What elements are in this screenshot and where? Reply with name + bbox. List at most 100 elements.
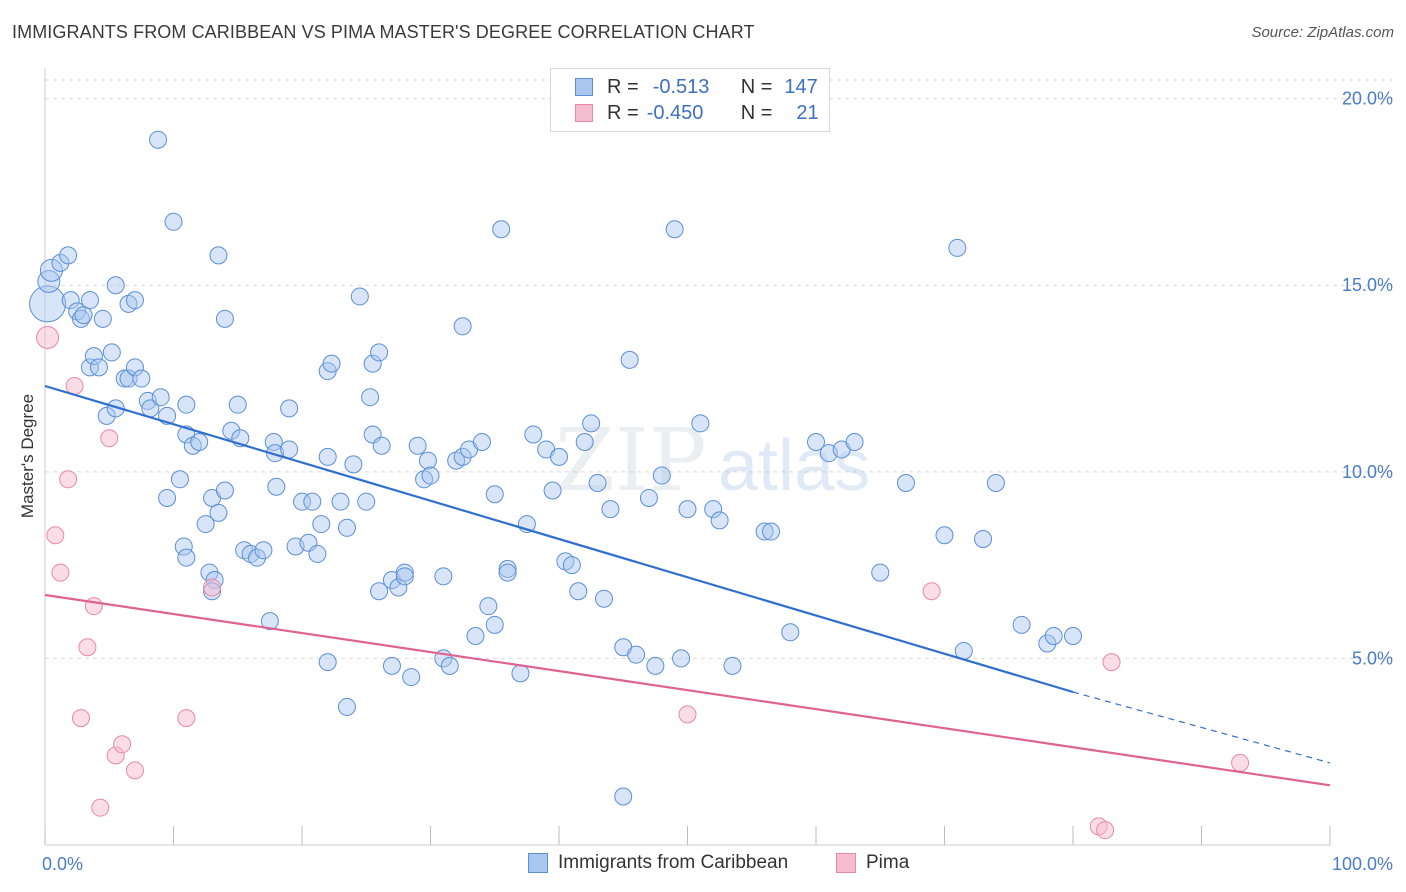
x-tick-labels: 0.0% 100.0%	[42, 854, 1393, 874]
point-caribbean	[267, 477, 286, 496]
point-caribbean	[361, 388, 380, 407]
point-caribbean	[845, 432, 864, 451]
point-caribbean	[102, 343, 121, 362]
point-caribbean	[209, 503, 228, 522]
point-caribbean	[106, 276, 125, 295]
watermark-zip: ZIP	[555, 411, 707, 511]
point-caribbean	[550, 447, 568, 466]
point-caribbean	[723, 656, 742, 675]
point-caribbean	[372, 436, 391, 455]
point-caribbean	[453, 447, 472, 466]
point-caribbean	[97, 406, 116, 425]
y-tick-label: 15.0%	[1342, 275, 1393, 295]
point-pima	[1231, 753, 1250, 772]
point-caribbean	[215, 481, 234, 500]
point-caribbean	[466, 627, 485, 646]
point-caribbean	[132, 369, 151, 388]
point-caribbean	[896, 474, 915, 493]
point-caribbean	[492, 220, 511, 239]
point-caribbean	[472, 432, 491, 451]
point-caribbean	[627, 645, 646, 664]
point-caribbean	[948, 238, 967, 257]
legend-swatch-pima	[836, 853, 856, 873]
point-caribbean	[84, 347, 103, 366]
y-axis-label: Master's Degree	[18, 394, 37, 518]
point-caribbean	[646, 656, 665, 675]
point-caribbean	[485, 485, 504, 504]
point-caribbean	[222, 421, 241, 440]
point-caribbean	[1064, 627, 1082, 646]
point-pima	[177, 709, 196, 728]
legend-r-value: -0.450	[646, 101, 704, 124]
point-caribbean	[781, 623, 800, 642]
point-caribbean	[190, 432, 209, 451]
point-caribbean	[453, 317, 472, 336]
point-pima	[100, 429, 119, 448]
x-tick-label: 100.0%	[1332, 854, 1393, 874]
legend-r-label: R =	[607, 101, 639, 124]
trend-lines	[44, 384, 1331, 787]
point-caribbean	[318, 653, 337, 672]
point-pima	[1102, 653, 1121, 672]
point-pima	[678, 705, 697, 724]
point-caribbean	[672, 649, 691, 668]
point-caribbean	[177, 395, 196, 414]
point-caribbean	[665, 220, 684, 239]
watermark-atlas: atlas	[718, 426, 870, 506]
legend-swatch-pima	[575, 104, 593, 122]
point-caribbean	[575, 432, 594, 451]
y-tick-label: 10.0%	[1342, 462, 1393, 482]
legend-item-pima: Pima	[836, 852, 909, 874]
point-caribbean	[93, 309, 112, 328]
trend-line-caribbean	[44, 384, 1074, 694]
point-caribbean	[370, 343, 389, 362]
point-caribbean	[974, 530, 993, 548]
point-caribbean	[61, 291, 80, 310]
point-caribbean	[652, 466, 671, 485]
grid-lines	[45, 79, 1392, 659]
point-caribbean	[357, 492, 376, 511]
point-caribbean	[280, 440, 299, 459]
point-pima	[113, 735, 132, 754]
point-caribbean	[228, 395, 247, 414]
legend-item-caribbean: Immigrants from Caribbean	[528, 852, 788, 874]
point-caribbean	[51, 253, 70, 272]
point-caribbean	[395, 563, 414, 582]
point-pima	[203, 578, 222, 597]
point-pima	[71, 709, 90, 728]
point-caribbean	[80, 291, 99, 310]
series-legend: Immigrants from Caribbean Pima	[0, 850, 1406, 878]
point-caribbean	[337, 518, 356, 537]
point-caribbean	[986, 474, 1005, 493]
point-pima	[36, 325, 60, 349]
point-pima	[78, 638, 97, 657]
legend-swatch-caribbean	[575, 78, 593, 96]
point-caribbean	[543, 481, 562, 500]
point-caribbean	[280, 399, 299, 418]
point-caribbean	[871, 563, 890, 582]
legend-n-value: 147	[784, 75, 818, 98]
point-caribbean	[209, 246, 228, 265]
point-caribbean	[562, 556, 581, 575]
point-caribbean	[402, 668, 421, 687]
y-tick-labels: 5.0% 10.0% 15.0% 20.0%	[1342, 89, 1393, 669]
point-caribbean	[293, 492, 311, 511]
legend-label-caribbean: Immigrants from Caribbean	[558, 852, 789, 873]
point-caribbean	[524, 425, 543, 444]
point-caribbean	[344, 455, 363, 474]
point-caribbean	[215, 309, 234, 328]
point-caribbean	[704, 500, 723, 519]
point-caribbean	[691, 414, 710, 433]
point-caribbean	[601, 500, 620, 519]
point-caribbean	[74, 306, 93, 325]
point-pima	[1096, 821, 1115, 840]
point-caribbean	[260, 612, 279, 631]
legend-n-label: N =	[740, 101, 773, 124]
point-caribbean	[1012, 615, 1031, 634]
point-caribbean	[807, 432, 825, 451]
legend-n-label: N =	[740, 75, 773, 98]
point-caribbean	[322, 354, 341, 373]
point-caribbean	[594, 589, 613, 608]
point-caribbean	[119, 369, 138, 388]
legend-row-pima: R = -0.450 N = 21	[575, 100, 819, 126]
